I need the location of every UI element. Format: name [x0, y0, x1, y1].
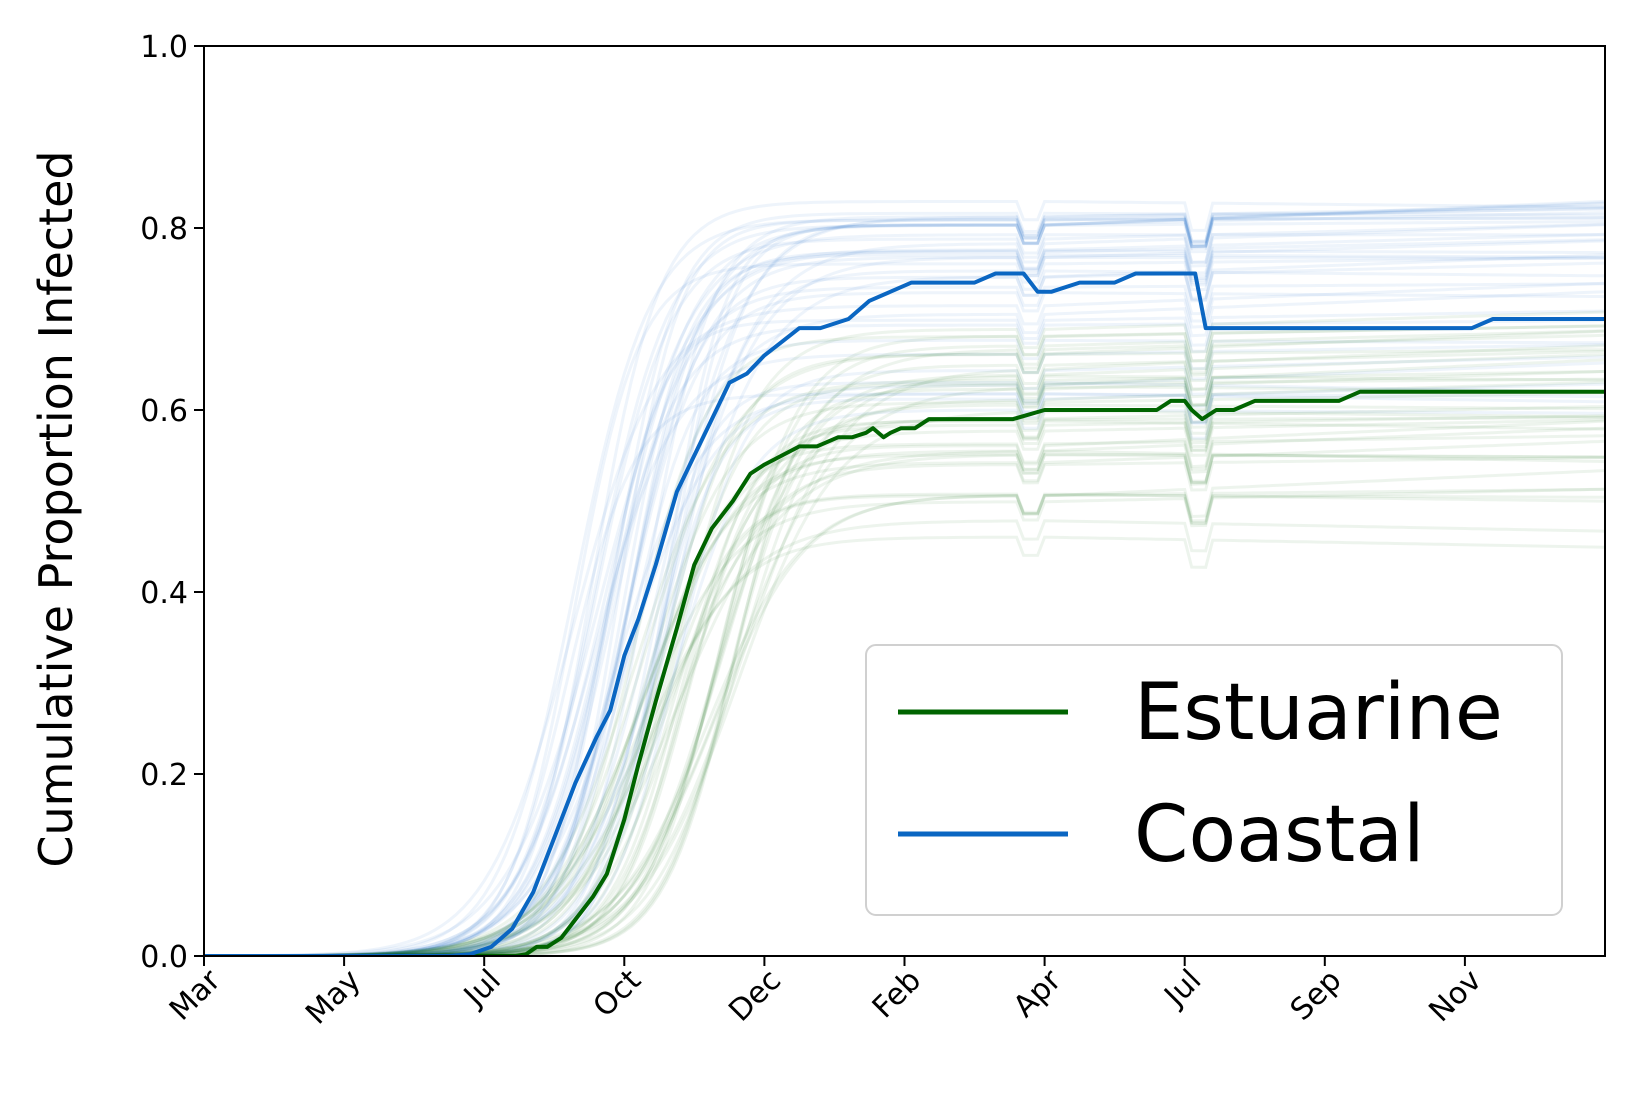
ensemble-run	[204, 281, 1605, 956]
ensemble-run	[204, 256, 1605, 956]
ensemble-run	[204, 380, 1605, 956]
y-tick-label: 0.2	[140, 758, 188, 793]
ensemble-run	[204, 233, 1605, 956]
y-axis-label: Cumulative Proportion Infected	[29, 150, 83, 867]
ensemble-run	[204, 253, 1605, 956]
legend: Estuarine Coastal	[865, 644, 1563, 916]
ensemble-run	[204, 453, 1605, 956]
ensemble-run	[204, 324, 1605, 956]
y-tick-label: 0.6	[140, 394, 188, 429]
legend-label: Coastal	[1134, 790, 1425, 880]
y-tick-label: 1.0	[140, 30, 188, 65]
ensemble-run	[204, 338, 1605, 956]
ensemble-run	[204, 426, 1605, 956]
legend-label: Estuarine	[1134, 668, 1503, 758]
ensemble-run	[204, 309, 1605, 956]
ensemble-run	[204, 256, 1605, 956]
ensemble-run	[204, 211, 1605, 956]
series-line-estuarine	[204, 389, 1605, 956]
ensemble-run	[204, 239, 1605, 956]
y-axis-ticks: 0.0 0.2 0.4 0.6 0.8 1.0	[140, 30, 204, 975]
ensemble-run	[204, 519, 1605, 956]
ensemble-run	[204, 487, 1605, 956]
ensemble-run	[204, 222, 1605, 956]
ensemble-run	[204, 261, 1605, 956]
ensemble-run	[204, 253, 1605, 956]
ensemble-run	[204, 211, 1605, 956]
ensemble-run	[204, 216, 1605, 956]
ensemble-run	[204, 535, 1605, 956]
ensemble-run	[204, 418, 1605, 956]
series-line-coastal	[204, 271, 1605, 956]
y-tick-label: 0.4	[140, 576, 188, 611]
ensemble-run	[204, 343, 1605, 956]
ensemble-run	[204, 319, 1605, 956]
ensemble-run	[204, 392, 1605, 956]
series-lines	[204, 271, 1605, 956]
ensemble-run	[204, 202, 1605, 956]
y-tick-label: 0.0	[140, 940, 188, 975]
ensemble-run	[204, 434, 1605, 956]
ensemble-run	[204, 361, 1605, 956]
ensemble-run	[204, 220, 1605, 956]
ensemble-run	[204, 453, 1605, 956]
ensemble-run	[204, 232, 1605, 956]
ensemble-run	[204, 439, 1605, 956]
y-tick-label: 0.8	[140, 212, 188, 247]
ensemble-run	[204, 392, 1605, 956]
ensemble-run	[204, 391, 1605, 956]
ensemble-run	[204, 249, 1605, 956]
ensemble-run	[204, 329, 1605, 956]
ensemble-run	[204, 449, 1605, 956]
ensemble-run	[204, 385, 1605, 956]
ensemble-run	[204, 223, 1605, 956]
ensemble-run	[204, 207, 1605, 956]
ensemble-run	[204, 291, 1605, 956]
ensemble-run	[204, 369, 1605, 956]
ensemble-run	[204, 290, 1605, 956]
ensemble-run	[204, 199, 1605, 956]
